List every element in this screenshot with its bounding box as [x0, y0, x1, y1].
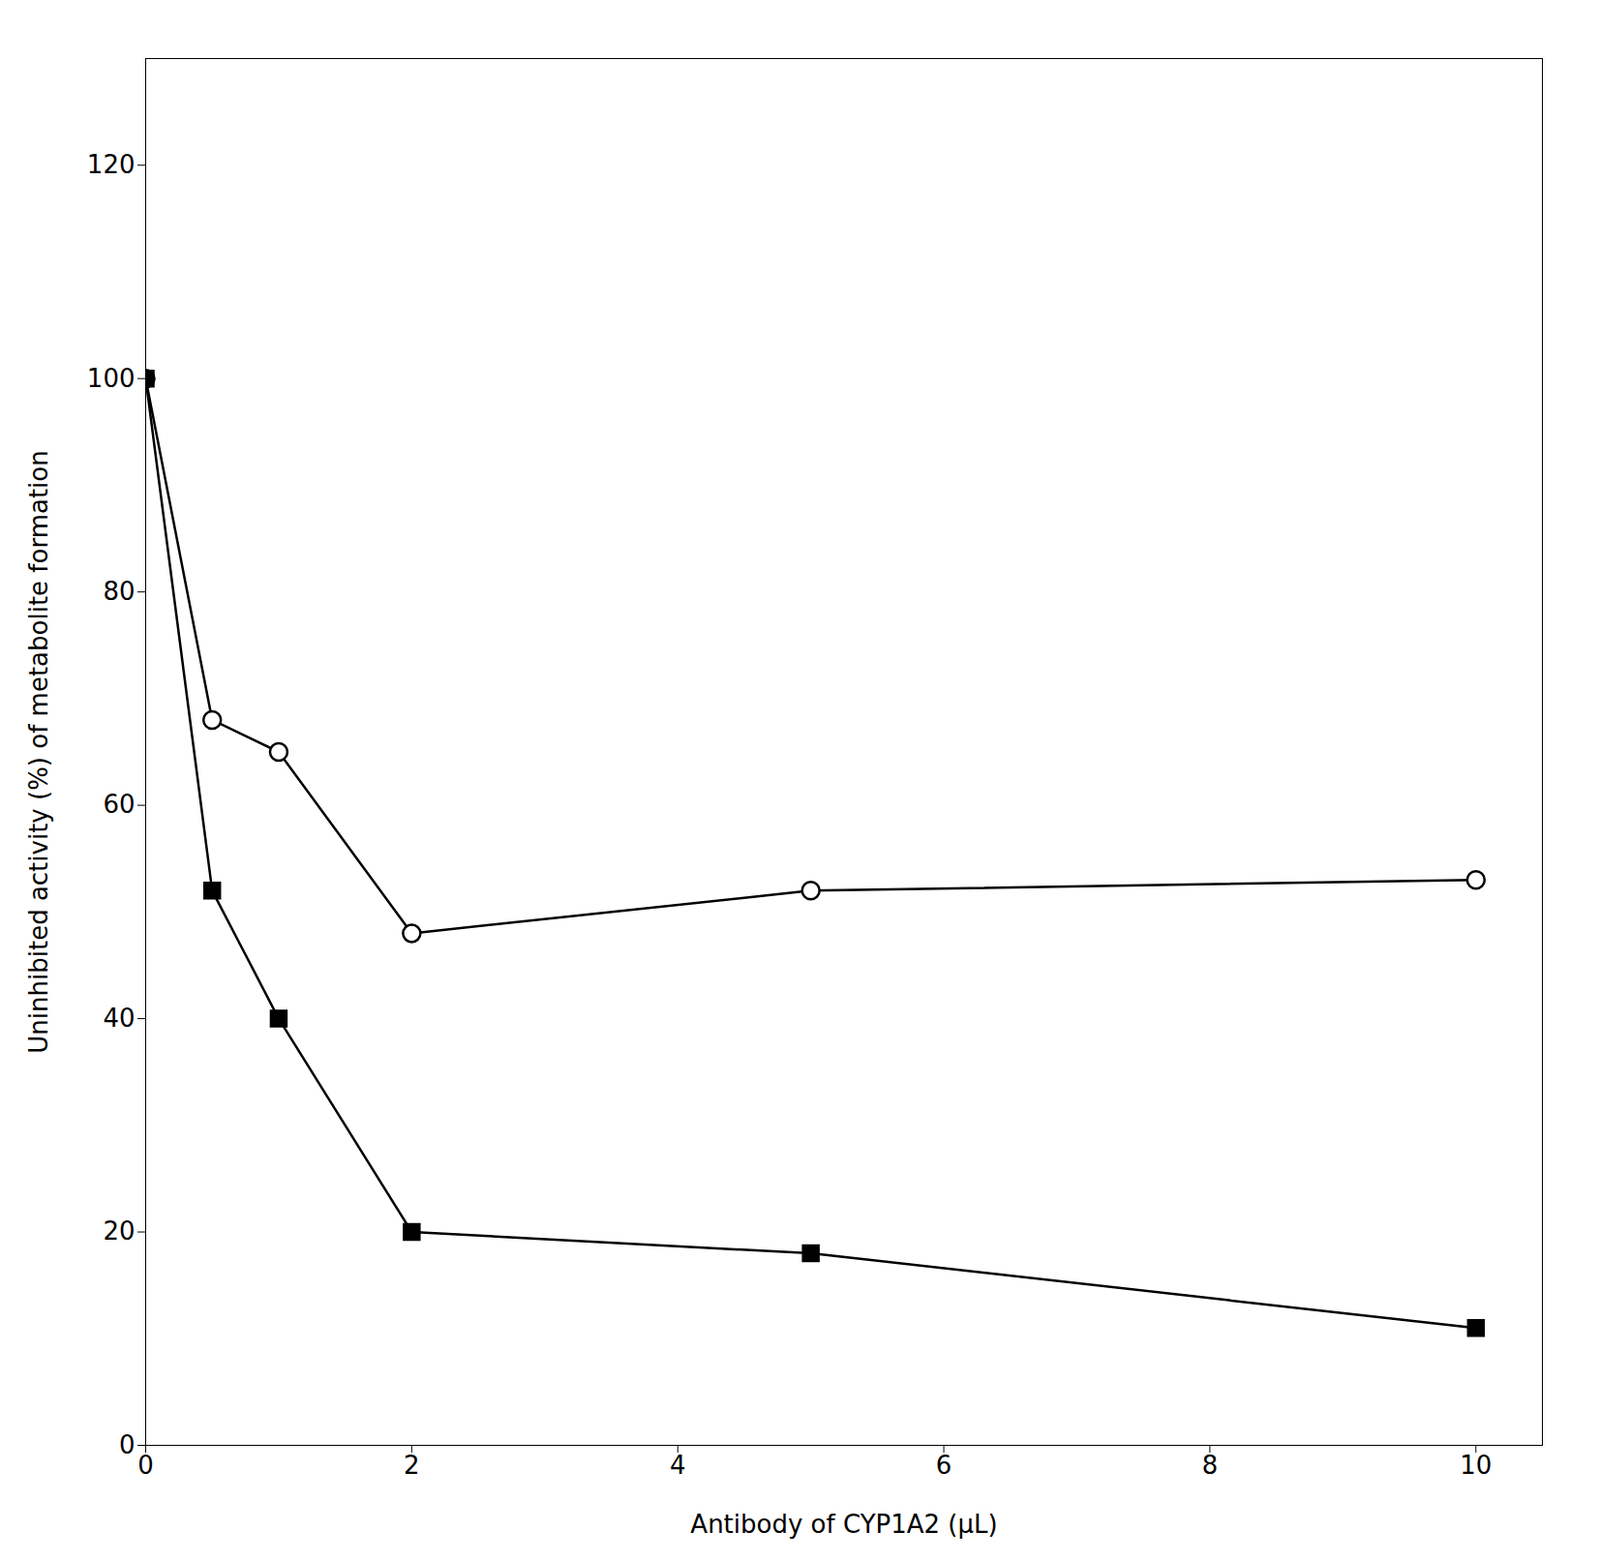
svg-text:60: 60 — [102, 789, 135, 819]
svg-text:6: 6 — [935, 1450, 953, 1480]
svg-text:10: 10 — [1459, 1450, 1492, 1480]
svg-text:120: 120 — [87, 150, 136, 180]
svg-text:0: 0 — [137, 1450, 154, 1480]
svg-text:80: 80 — [102, 576, 135, 606]
svg-text:0: 0 — [119, 1430, 136, 1460]
svg-text:100: 100 — [87, 363, 136, 393]
svg-text:Uninhibited activity (%) of me: Uninhibited activity (%) of metabolite f… — [24, 450, 54, 1054]
svg-text:40: 40 — [102, 1003, 135, 1033]
svg-text:20: 20 — [102, 1216, 135, 1246]
svg-text:4: 4 — [669, 1450, 687, 1480]
svg-text:Antibody of CYP1A2 (μL): Antibody of CYP1A2 (μL) — [690, 1509, 997, 1540]
svg-text:8: 8 — [1202, 1450, 1219, 1480]
svg-text:2: 2 — [403, 1450, 421, 1480]
